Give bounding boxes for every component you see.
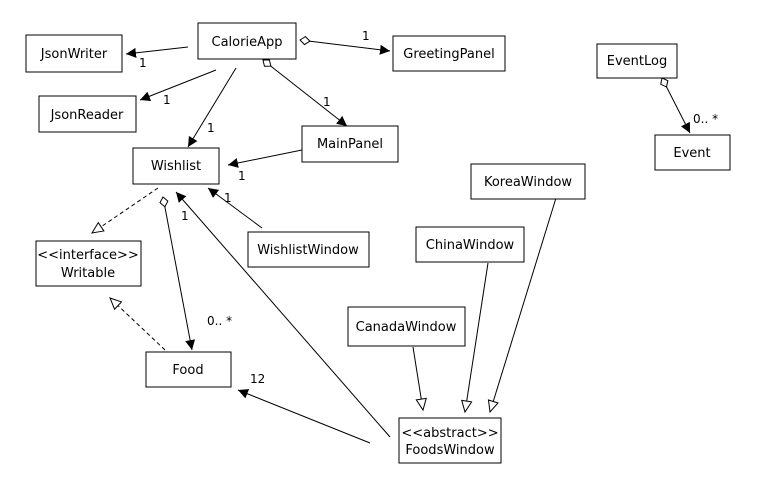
- class-calorieapp: CalorieApp: [197, 22, 297, 60]
- class-label: MainPanel: [317, 137, 383, 152]
- class-jsonreader: JsonReader: [38, 95, 137, 133]
- class-mainpanel: MainPanel: [301, 125, 399, 163]
- edge-foodswindow-to-wishlist: [175, 191, 391, 438]
- edge-wishlist-realizes-writable: [91, 187, 159, 234]
- mult-app-wishlist: 1: [207, 121, 215, 135]
- class-chinawindow: ChinaWindow: [415, 226, 525, 263]
- edge-wishlistwindow-to-wishlist: [207, 187, 263, 229]
- mult-app-greeting: 1: [362, 29, 370, 43]
- class-label: Event: [673, 146, 710, 161]
- class-label: Writable: [61, 266, 115, 281]
- mult-foodswindow-food: 12: [250, 372, 265, 386]
- class-label: CalorieApp: [212, 35, 283, 50]
- class-label: Food: [172, 363, 203, 378]
- class-event: Event: [654, 134, 731, 171]
- mult-app-mainpanel: 1: [323, 95, 331, 109]
- mult-wishlist-food: 0.. *: [207, 314, 232, 328]
- mult-eventlog-event: 0.. *: [693, 112, 718, 126]
- class-label: EventLog: [607, 54, 667, 69]
- edge-app-to-greetingpanel: [299, 36, 391, 55]
- edge-food-realizes-writable: [109, 297, 166, 351]
- stereotype-label: <<abstract>>: [401, 426, 498, 441]
- stereotype-label: <<interface>>: [37, 248, 139, 263]
- class-wishlist: Wishlist: [132, 147, 220, 185]
- class-label: Wishlist: [151, 159, 201, 174]
- class-label: JsonWriter: [40, 47, 108, 62]
- mult-app-writer: 1: [139, 56, 147, 70]
- class-eventlog: EventLog: [596, 43, 678, 79]
- edge-wishlist-to-food: [159, 196, 196, 351]
- edge-koreawindow-extends-foodswindow: [487, 197, 557, 414]
- mult-foodswindow-wishlist: 1: [181, 209, 189, 223]
- class-label: GreetingPanel: [403, 47, 494, 62]
- edge-foodswindow-to-food: [237, 389, 371, 444]
- class-food: Food: [145, 351, 232, 388]
- mult-mainpanel-wishlist: 1: [238, 169, 246, 183]
- edge-app-to-jsonwriter: [125, 46, 189, 58]
- mult-app-reader: 1: [163, 93, 171, 107]
- class-writable-interface: <<interface>> Writable: [35, 240, 142, 287]
- class-koreawindow: KoreaWindow: [470, 163, 586, 200]
- class-canadawindow: CanadaWindow: [347, 306, 466, 347]
- class-jsonwriter: JsonWriter: [25, 34, 123, 73]
- class-label: FoodsWindow: [405, 443, 495, 458]
- class-label: CanadaWindow: [356, 320, 457, 335]
- edge-chinawindow-extends-foodswindow: [461, 262, 489, 414]
- class-wishlistwindow: WishlistWindow: [247, 231, 370, 268]
- edge-app-to-wishlist: [187, 67, 237, 148]
- class-label: KoreaWindow: [484, 175, 572, 190]
- class-greetingpanel: GreetingPanel: [392, 35, 506, 72]
- mult-wishlistwindow-wishlist: 1: [224, 191, 232, 205]
- edge-app-to-mainpanel: [262, 59, 348, 127]
- class-label: ChinaWindow: [426, 238, 515, 253]
- edge-canadawindow-extends-foodswindow: [412, 346, 427, 412]
- class-label: WishlistWindow: [257, 243, 359, 258]
- class-label: JsonReader: [50, 108, 124, 123]
- class-foodswindow-abstract: <<abstract>> FoodsWindow: [398, 417, 502, 464]
- edge-app-to-jsonreader: [139, 69, 217, 101]
- edge-mainpanel-to-wishlist: [227, 149, 303, 168]
- edge-eventlog-to-event: [660, 77, 691, 134]
